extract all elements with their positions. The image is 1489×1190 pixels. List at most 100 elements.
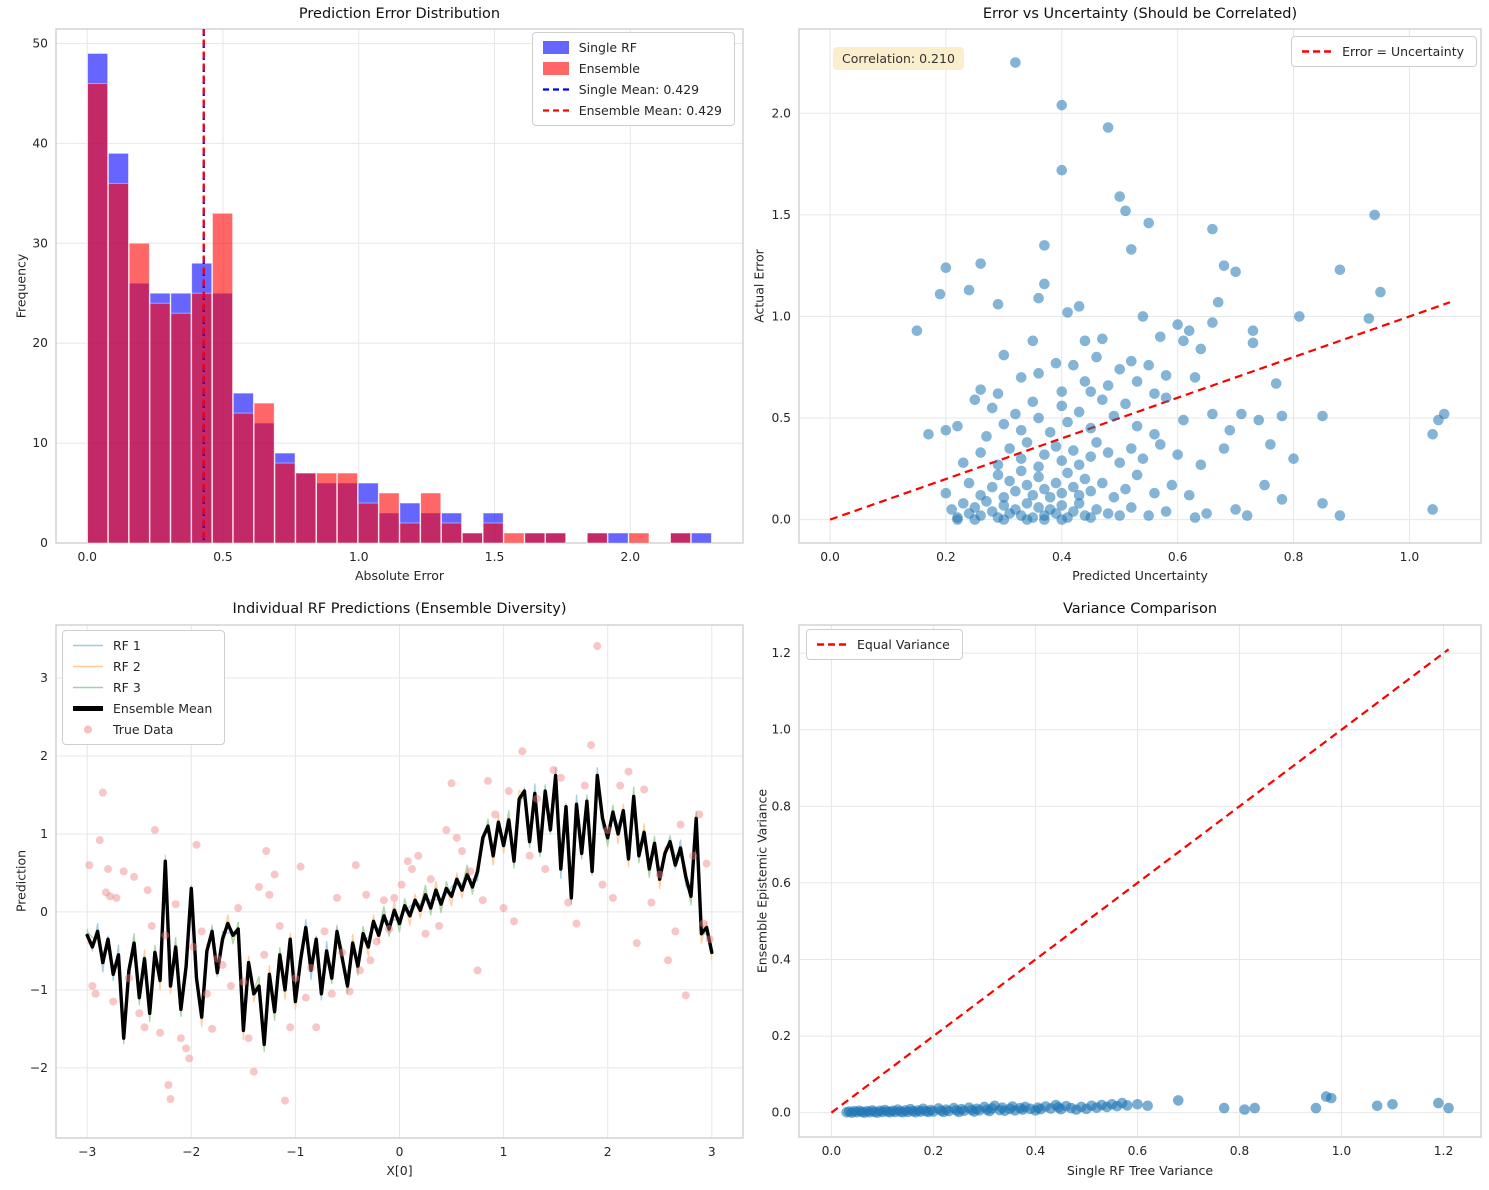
true-data-point <box>664 956 673 965</box>
ylabel-error-unc: Actual Error <box>751 249 767 323</box>
error-uncertainty-point <box>969 502 981 513</box>
error-uncertainty-point <box>1004 475 1015 487</box>
error-uncertainty-point <box>940 262 952 274</box>
error-uncertainty-point <box>1102 380 1114 391</box>
y-tick-label: 0.6 <box>771 876 791 890</box>
error-uncertainty-point <box>1033 471 1044 483</box>
true-data-point <box>421 929 430 938</box>
error-uncertainty-point <box>986 481 998 493</box>
error-uncertainty-point <box>1056 487 1068 499</box>
legend-label: True Data <box>113 722 174 737</box>
true-data-point <box>239 978 248 987</box>
error-uncertainty-point <box>998 500 1010 511</box>
error-uncertainty-point <box>1114 191 1126 202</box>
error-uncertainty-point <box>1039 278 1050 290</box>
error-uncertainty-point <box>1085 485 1097 497</box>
error-uncertainty-point <box>1270 378 1282 389</box>
y-tick-label: 1.5 <box>771 208 791 222</box>
true-data-point <box>296 862 305 871</box>
error-uncertainty-point <box>1056 400 1068 412</box>
error-uncertainty-point <box>952 420 963 432</box>
error-uncertainty-point <box>1015 453 1027 464</box>
true-data-point <box>397 880 406 889</box>
error-uncertainty-point <box>1015 372 1027 383</box>
true-data-point <box>608 893 617 902</box>
error-uncertainty-point <box>1207 317 1218 328</box>
error-uncertainty-point <box>1126 502 1137 513</box>
y-tick-label: 0.0 <box>771 1106 791 1120</box>
histogram-bar-ensemble <box>441 522 462 544</box>
x-tick-label: 0.8 <box>1284 550 1304 564</box>
error-uncertainty-point <box>1120 205 1131 217</box>
error-uncertainty-point <box>986 402 998 414</box>
x-tick-label: 0.0 <box>822 1144 842 1158</box>
error-uncertainty-point <box>1033 502 1044 513</box>
legend-label: Single RF <box>578 40 637 55</box>
true-data-point <box>140 1023 149 1032</box>
y-tick-label: 2 <box>40 749 48 763</box>
error-uncertainty-point <box>1056 164 1068 176</box>
legend-label: RF 2 <box>113 659 141 674</box>
histogram-bar-ensemble <box>337 472 358 544</box>
true-data-point <box>91 989 100 998</box>
error-uncertainty-point <box>1317 410 1328 422</box>
legend-label: Equal Variance <box>857 637 950 652</box>
true-data-point <box>351 861 360 870</box>
error-uncertainty-point <box>1294 311 1305 322</box>
legend-error-unc: Error = Uncertainty <box>1291 36 1477 67</box>
error-uncertainty-point <box>1160 370 1172 381</box>
error-uncertainty-point <box>1108 410 1120 422</box>
error-uncertainty-point <box>969 514 981 525</box>
x-tick-label: 0.6 <box>1128 1144 1148 1158</box>
ensemble-mean-polyline <box>85 773 714 1047</box>
legend-item-rf2: RF 2 <box>73 659 212 674</box>
histogram-bar-ensemble <box>191 292 213 544</box>
error-uncertainty-point <box>1427 504 1438 515</box>
chart-title-error-unc: Error vs Uncertainty (Should be Correlat… <box>982 6 1298 22</box>
error-uncertainty-point <box>1102 122 1114 133</box>
x-tick-label: 0 <box>396 1145 404 1159</box>
error-uncertainty-point <box>1247 325 1259 336</box>
error-uncertainty-point <box>1015 424 1027 436</box>
histogram-bar-ensemble <box>128 242 150 544</box>
error-uncertainty-point <box>975 258 986 269</box>
true-data-point <box>435 921 444 930</box>
legend-item-ensemble-mean: Ensemble Mean: 0.429 <box>542 103 722 118</box>
y-tick-label: 1.2 <box>771 646 791 660</box>
histogram-bar-single-rf <box>690 532 712 544</box>
error-uncertainty-point <box>1143 359 1154 371</box>
error-uncertainty-point <box>1039 483 1050 495</box>
error-uncertainty-point <box>1068 481 1079 493</box>
error-uncertainty-point <box>1056 500 1068 511</box>
y-tick-label: 0 <box>40 905 48 919</box>
error-uncertainty-point <box>1183 325 1195 336</box>
error-uncertainty-point <box>1068 506 1079 517</box>
true-data-point <box>572 919 581 928</box>
true-data-point <box>549 766 558 775</box>
error-uncertainty-point <box>1021 514 1033 525</box>
error-uncertainty-point <box>1079 473 1091 485</box>
x-tick-label: 1 <box>500 1145 508 1159</box>
true-data-point <box>286 1023 295 1032</box>
true-data-point <box>655 870 664 879</box>
histogram-bar-single-rf <box>607 532 629 544</box>
legend-variance: Equal Variance <box>806 629 963 660</box>
error-uncertainty-point <box>940 424 952 436</box>
legend-label: Ensemble Mean: 0.429 <box>578 103 722 118</box>
histogram-bar-ensemble <box>628 532 650 544</box>
true-data-point <box>407 865 416 874</box>
x-tick-label: 1.5 <box>485 550 505 564</box>
histogram-bar-ensemble <box>461 532 483 544</box>
true-data-point <box>414 851 423 860</box>
error-uncertainty-point <box>1143 510 1154 521</box>
true-data-point <box>150 826 159 835</box>
true-data-point <box>130 872 139 881</box>
true-data-point <box>281 1096 289 1105</box>
error-uncertainty-point <box>1241 510 1253 521</box>
legend-item-ensemble: Ensemble <box>542 61 722 76</box>
error-uncertainty-point <box>1079 335 1091 347</box>
legend-item-ensemble-mean-line: Ensemble Mean <box>73 701 212 716</box>
error-uncertainty-point <box>1044 426 1056 438</box>
error-uncertainty-point <box>1438 408 1450 420</box>
